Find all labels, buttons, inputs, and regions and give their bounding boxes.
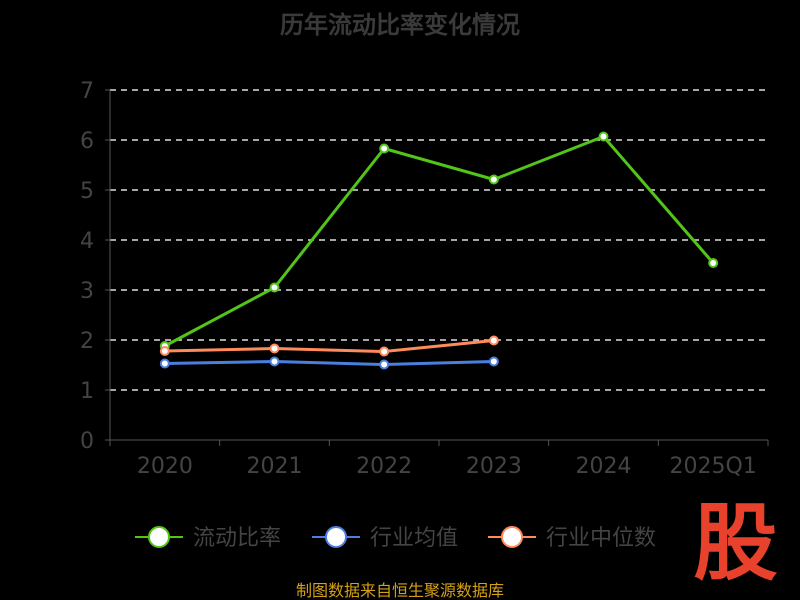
data-point [488, 356, 499, 367]
data-point [159, 358, 170, 369]
y-tick-label: 7 [80, 79, 94, 104]
chart-title: 历年流动比率变化情况 [280, 11, 520, 39]
y-tick-label: 1 [80, 379, 94, 404]
data-point [269, 356, 280, 367]
data-point [379, 359, 390, 370]
y-tick-label: 0 [80, 429, 94, 454]
legend-marker [501, 526, 523, 548]
data-point [269, 343, 280, 354]
data-point [598, 131, 609, 142]
data-point [379, 346, 390, 357]
data-point [488, 174, 499, 185]
x-tick-label: 2020 [137, 454, 193, 479]
data-point [159, 346, 170, 356]
x-tick-label: 2023 [466, 454, 522, 479]
series-line [164, 359, 494, 367]
y-tick-label: 5 [80, 179, 94, 204]
y-tick-label: 3 [80, 279, 94, 304]
source-note: 制图数据来自恒生聚源数据库 [296, 581, 504, 600]
data-point [708, 258, 719, 268]
legend-label: 行业均值 [370, 526, 458, 551]
data-point [488, 335, 499, 346]
series-line [164, 339, 494, 354]
y-tick-label: 2 [80, 329, 94, 354]
data-point [379, 143, 390, 154]
x-tick-label: 2025Q1 [670, 454, 757, 479]
brand-logo: 股 [693, 494, 778, 592]
x-tick-label: 2024 [576, 454, 632, 479]
legend-label: 流动比率 [193, 526, 281, 551]
legend-label: 行业中位数 [546, 526, 656, 551]
legend-marker [325, 526, 347, 548]
y-tick-label: 6 [80, 129, 94, 154]
y-tick-label: 4 [80, 229, 94, 254]
data-point [269, 282, 280, 293]
x-tick-label: 2022 [356, 454, 412, 479]
legend-marker [148, 526, 170, 548]
series-line [164, 134, 715, 348]
x-tick-label: 2021 [247, 454, 303, 479]
